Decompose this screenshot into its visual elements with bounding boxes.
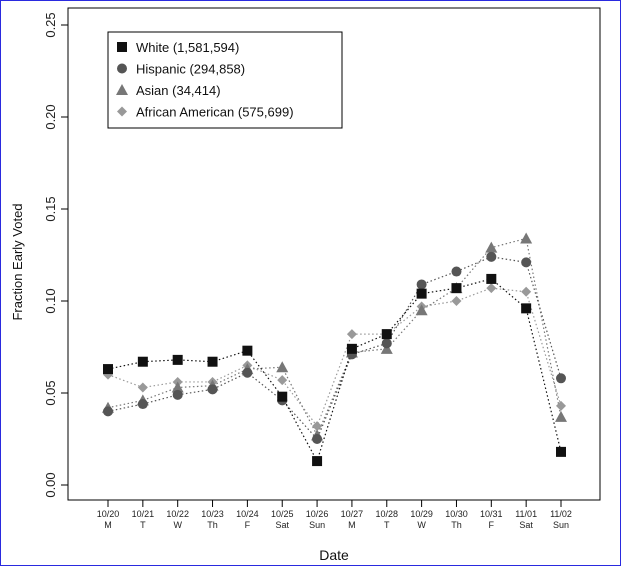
data-point bbox=[242, 345, 253, 356]
x-tick-label-day: Sun bbox=[553, 520, 569, 530]
y-tick-label: 0.00 bbox=[43, 472, 58, 497]
data-point bbox=[486, 283, 497, 294]
legend-entry: African American (575,699) bbox=[136, 105, 294, 120]
legend-entry: White (1,581,594) bbox=[136, 40, 239, 55]
x-tick-label-day: Sat bbox=[275, 520, 289, 530]
y-tick-label: 0.25 bbox=[43, 12, 58, 37]
y-tick-label: 0.15 bbox=[43, 196, 58, 221]
data-point bbox=[521, 257, 532, 268]
x-tick-label-day: T bbox=[384, 520, 390, 530]
data-point bbox=[416, 288, 427, 299]
y-tick-label: 0.10 bbox=[43, 288, 58, 313]
data-point bbox=[137, 382, 148, 393]
data-point bbox=[451, 283, 462, 294]
x-tick-label-date: 10/28 bbox=[376, 509, 399, 519]
data-point bbox=[312, 456, 323, 467]
x-tick-label-date: 10/27 bbox=[341, 509, 364, 519]
x-tick-label-date: 10/25 bbox=[271, 509, 294, 519]
data-point bbox=[103, 364, 113, 375]
legend-marker bbox=[117, 106, 127, 117]
x-tick-label-date: 10/23 bbox=[201, 509, 224, 519]
x-tick-label-date: 10/29 bbox=[410, 509, 433, 519]
legend-marker bbox=[116, 84, 128, 95]
series-line bbox=[107, 287, 562, 428]
x-tick-label-day: M bbox=[348, 520, 356, 530]
legend-entry: Asian (34,414) bbox=[136, 83, 221, 98]
x-tick-label-date: 11/02 bbox=[550, 509, 572, 519]
data-point bbox=[556, 400, 566, 411]
x-tick-label-date: 11/01 bbox=[515, 509, 537, 519]
plot-area-border bbox=[67, 7, 601, 501]
data-point bbox=[416, 279, 427, 290]
y-tick-label: 0.05 bbox=[43, 380, 58, 405]
x-tick-label-date: 10/31 bbox=[480, 509, 503, 519]
data-point bbox=[381, 338, 392, 349]
data-point bbox=[137, 399, 148, 410]
data-point bbox=[137, 356, 148, 367]
data-point bbox=[415, 304, 428, 316]
data-point bbox=[485, 241, 498, 253]
data-point bbox=[172, 389, 183, 400]
data-point bbox=[276, 361, 289, 373]
data-point bbox=[172, 354, 183, 365]
data-point bbox=[103, 406, 113, 417]
legend-marker bbox=[117, 42, 127, 52]
data-point bbox=[556, 373, 566, 384]
x-tick-label-date: 10/20 bbox=[97, 509, 120, 519]
x-tick-label-day: Th bbox=[207, 520, 218, 530]
data-point bbox=[380, 342, 393, 354]
data-point bbox=[486, 273, 497, 284]
x-tick-label-day: Sat bbox=[519, 520, 533, 530]
legend-marker bbox=[117, 63, 127, 74]
x-tick-label-date: 10/30 bbox=[445, 509, 468, 519]
data-point bbox=[277, 375, 288, 386]
x-tick-label-date: 10/24 bbox=[236, 509, 259, 519]
x-tick-label-date: 10/26 bbox=[306, 509, 329, 519]
data-point bbox=[521, 303, 532, 314]
x-tick-label-date: 10/21 bbox=[132, 509, 155, 519]
data-point bbox=[346, 329, 357, 340]
data-point bbox=[486, 251, 497, 262]
x-tick-label-day: W bbox=[417, 520, 426, 530]
data-point bbox=[451, 296, 462, 306]
series-line bbox=[107, 278, 562, 463]
data-point bbox=[346, 343, 357, 354]
x-tick-label-day: W bbox=[173, 520, 182, 530]
series-line bbox=[107, 237, 562, 437]
data-point bbox=[312, 434, 323, 444]
data-point bbox=[312, 421, 323, 432]
legend-entry: Hispanic (294,858) bbox=[136, 62, 245, 77]
data-point bbox=[556, 446, 566, 457]
y-tick-label: 0.20 bbox=[43, 104, 58, 129]
data-point bbox=[207, 356, 218, 367]
x-tick-label-day: F bbox=[245, 520, 251, 530]
y-axis-title: Fraction Early Voted bbox=[10, 203, 25, 320]
data-point bbox=[521, 286, 532, 297]
data-point bbox=[520, 232, 533, 244]
data-point bbox=[381, 329, 392, 340]
data-point bbox=[242, 367, 253, 378]
series-line bbox=[107, 256, 562, 441]
data-point bbox=[207, 384, 218, 395]
x-tick-label-day: Sun bbox=[309, 520, 325, 530]
data-point bbox=[451, 266, 462, 277]
x-axis-title: Date bbox=[319, 547, 349, 563]
x-tick-label-day: F bbox=[489, 520, 495, 530]
data-point bbox=[171, 381, 184, 393]
x-tick-label-date: 10/22 bbox=[166, 509, 189, 519]
x-tick-label-day: T bbox=[140, 520, 146, 530]
data-point bbox=[555, 410, 567, 422]
x-tick-label-day: Th bbox=[451, 520, 462, 530]
legend-box bbox=[107, 31, 343, 129]
x-tick-label-day: M bbox=[104, 520, 112, 530]
data-point bbox=[277, 391, 288, 402]
